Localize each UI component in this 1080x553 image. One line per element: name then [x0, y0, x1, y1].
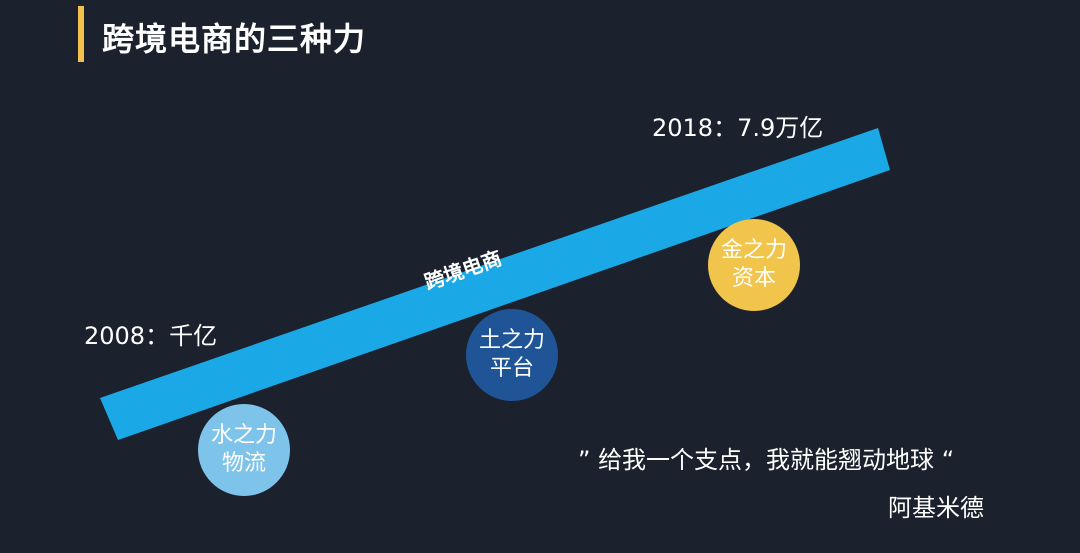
circle-title: 水之力	[210, 423, 277, 448]
title-accent-bar	[78, 6, 84, 62]
circle-subtitle: 平台	[489, 356, 534, 381]
page-title: 跨境电商的三种力	[102, 20, 367, 58]
quote-author: 阿基米德	[888, 494, 984, 522]
circle-water: 水之力 物流	[198, 404, 290, 496]
end-label: 2018：7.9万亿	[652, 114, 824, 142]
circle-title: 土之力	[478, 328, 545, 353]
quote: ” 给我一个支点，我就能翘动地球 “	[578, 446, 955, 474]
circle-title: 金之力	[720, 238, 787, 263]
circle-subtitle: 资本	[731, 266, 776, 291]
circle-earth: 土之力 平台	[466, 309, 558, 401]
circle-subtitle: 物流	[221, 451, 266, 476]
circle-gold: 金之力 资本	[708, 219, 800, 311]
growth-band	[100, 128, 890, 440]
start-label: 2008：千亿	[84, 322, 218, 350]
